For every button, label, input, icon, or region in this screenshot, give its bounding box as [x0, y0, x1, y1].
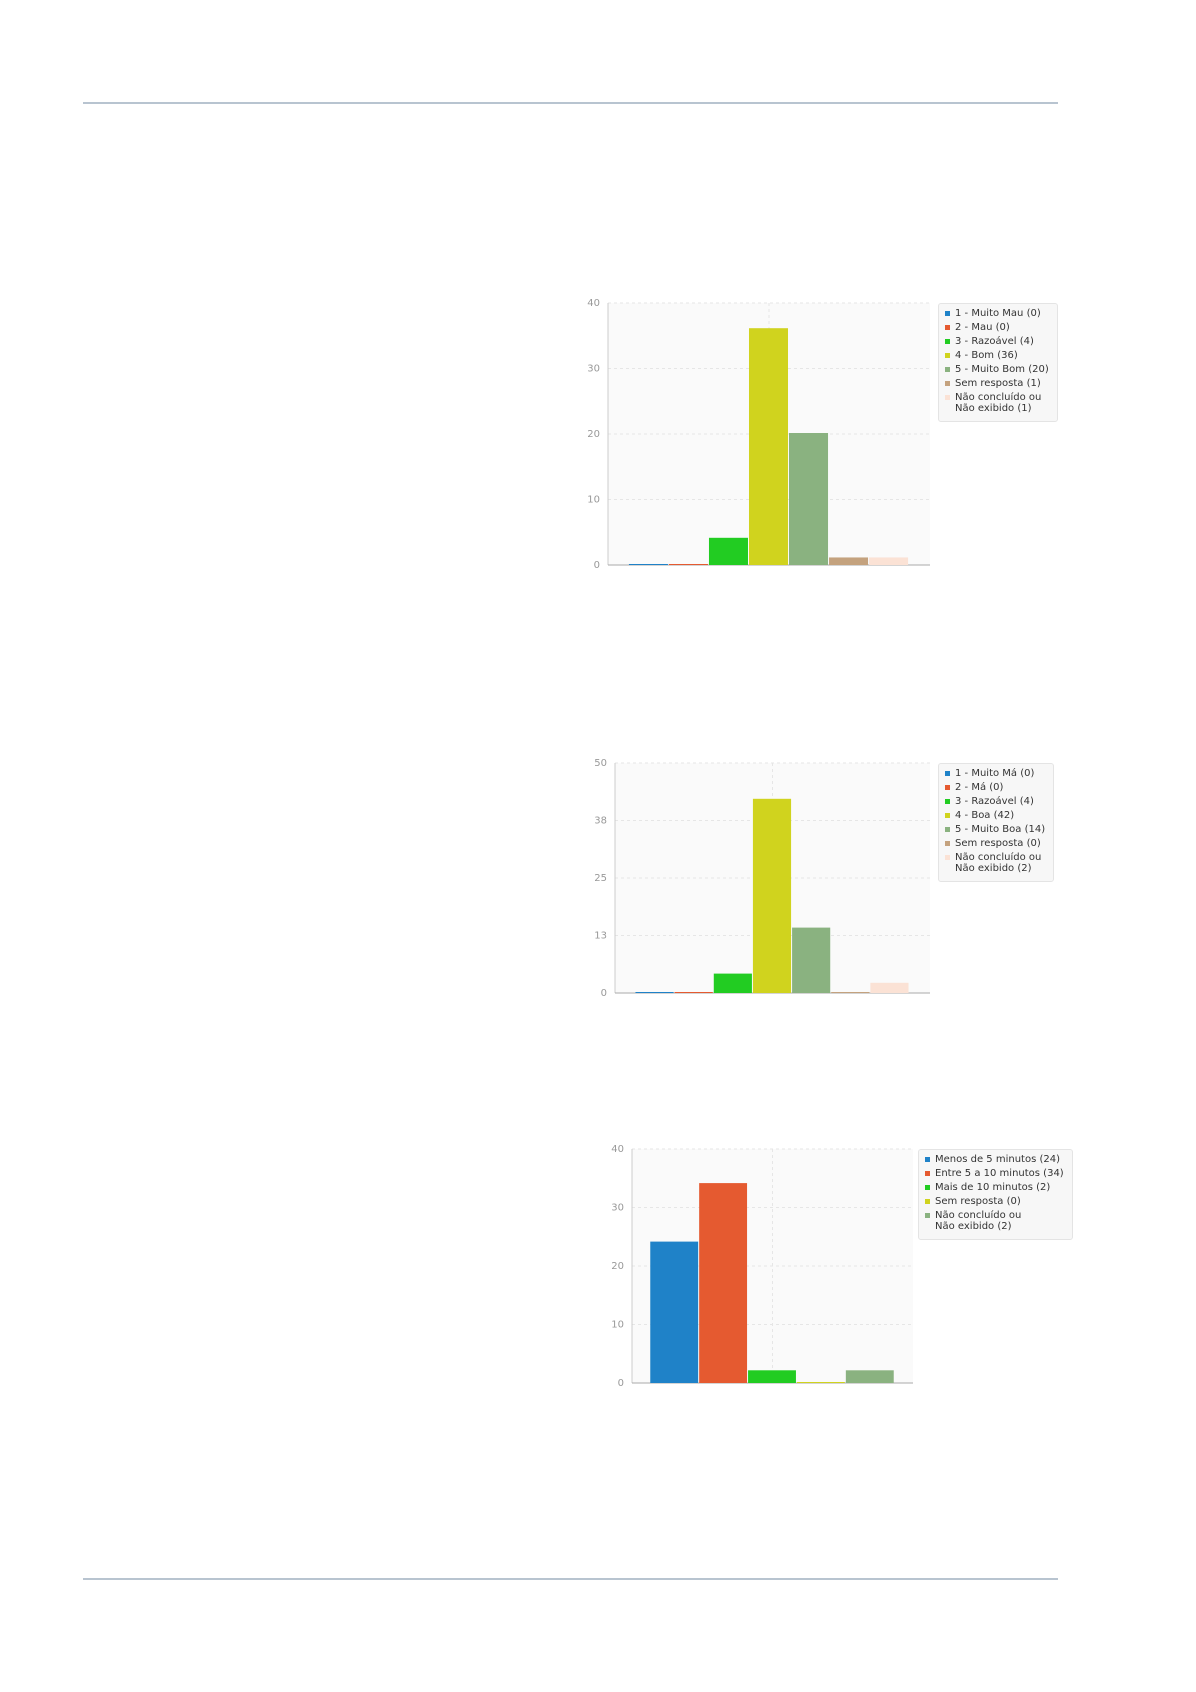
legend-label: Sem resposta (1) [955, 378, 1041, 389]
legend-label: Não concluído ou Não exibido (2) [955, 852, 1042, 874]
legend-label: 2 - Má (0) [955, 782, 1004, 793]
bar [845, 1370, 894, 1383]
y-tick-label: 10 [611, 1320, 624, 1331]
y-tick-label: 0 [618, 1378, 624, 1389]
legend-entry: Sem resposta (0) [945, 838, 1045, 849]
y-tick-label: 10 [587, 495, 600, 506]
legend-label: 4 - Boa (42) [955, 810, 1015, 821]
legend-entry: 4 - Bom (36) [945, 350, 1049, 361]
legend-marker [945, 841, 950, 846]
y-tick-label: 13 [594, 931, 607, 942]
legend-label: Mais de 10 minutos (2) [935, 1182, 1051, 1193]
y-tick-label: 25 [594, 873, 607, 884]
legend-marker [945, 325, 950, 330]
legend-entry: Sem resposta (1) [945, 378, 1049, 389]
legend-entry: 1 - Muito Mau (0) [945, 308, 1049, 319]
legend-marker [945, 827, 950, 832]
legend-label: 5 - Muito Boa (14) [955, 824, 1046, 835]
legend-entry: 3 - Razoável (4) [945, 336, 1049, 347]
legend-marker [925, 1199, 930, 1204]
legend-marker [945, 855, 950, 860]
bar [748, 1370, 796, 1383]
legend-label: 1 - Muito Má (0) [955, 768, 1035, 779]
legend-marker [945, 771, 950, 776]
y-tick-label: 50 [594, 758, 607, 769]
bar [708, 537, 748, 565]
legend-entry: 2 - Má (0) [945, 782, 1045, 793]
legend-marker [945, 395, 950, 400]
bar [713, 973, 752, 993]
legend-marker [925, 1157, 930, 1162]
legend: 1 - Muito Má (0) 2 - Má (0) 3 - Razoável (… [938, 763, 1055, 882]
legend-marker [925, 1213, 930, 1218]
bar [674, 992, 713, 993]
legend-entry: 4 - Boa (42) [945, 810, 1045, 821]
legend-marker [945, 813, 950, 818]
legend-marker [925, 1185, 930, 1190]
y-tick-label: 38 [594, 816, 607, 827]
legend-marker [945, 311, 950, 316]
legend-marker [945, 381, 950, 386]
bar [796, 1382, 845, 1383]
legend-entry: 2 - Mau (0) [945, 322, 1049, 333]
legend-entry: 5 - Muito Bom (20) [945, 364, 1049, 375]
bar [628, 564, 668, 565]
legend-label: Sem resposta (0) [955, 838, 1041, 849]
y-tick-label: 20 [611, 1261, 624, 1272]
legend-entry: 3 - Razoável (4) [945, 796, 1045, 807]
legend-label: 4 - Bom (36) [955, 350, 1018, 361]
legend-marker [925, 1171, 930, 1176]
legend-marker [945, 785, 950, 790]
bar [748, 328, 789, 565]
legend: 1 - Muito Mau (0) 2 - Mau (0) 3 - Razoável… [938, 303, 1058, 422]
legend-marker [945, 367, 950, 372]
legend-label: 2 - Mau (0) [955, 322, 1010, 333]
bar [829, 557, 869, 565]
bar [699, 1183, 748, 1383]
legend-label: 3 - Razoável (4) [955, 336, 1034, 347]
y-tick-label: 30 [611, 1203, 624, 1214]
bar [668, 564, 708, 565]
legend-entry: Mais de 10 minutos (2) [925, 1182, 1064, 1193]
bar [789, 433, 829, 565]
bar [650, 1241, 699, 1383]
bar [635, 992, 674, 993]
legend-label: 1 - Muito Mau (0) [955, 308, 1041, 319]
legend-label: 5 - Muito Bom (20) [955, 364, 1049, 375]
legend-entry: Entre 5 a 10 minutos (34) [925, 1168, 1064, 1179]
legend-label: Não concluído ou Não exibido (1) [955, 392, 1042, 414]
bar [752, 798, 792, 993]
bar [831, 992, 870, 993]
y-tick-label: 40 [611, 1144, 624, 1155]
legend-entry: 1 - Muito Má (0) [945, 768, 1045, 779]
legend-entry: Não concluído ou Não exibido (1) [945, 392, 1049, 414]
bar [870, 982, 909, 993]
legend-label: Entre 5 a 10 minutos (34) [935, 1168, 1064, 1179]
legend-label: Sem resposta (0) [935, 1196, 1021, 1207]
legend-label: Menos de 5 minutos (24) [935, 1154, 1060, 1165]
y-tick-label: 20 [587, 429, 600, 440]
y-tick-label: 0 [594, 560, 600, 571]
legend-marker [945, 353, 950, 358]
legend-entry: Não concluído ou Não exibido (2) [945, 852, 1045, 874]
y-tick-label: 30 [587, 364, 600, 375]
legend-entry: Não concluído ou Não exibido (2) [925, 1210, 1064, 1232]
legend-marker [945, 799, 950, 804]
y-tick-label: 40 [587, 298, 600, 309]
legend-marker [945, 339, 950, 344]
bar [792, 927, 831, 993]
legend: Menos de 5 minutos (24) Entre 5 a 10 minu… [918, 1149, 1073, 1240]
legend-label: 3 - Razoável (4) [955, 796, 1034, 807]
legend-entry: Sem resposta (0) [925, 1196, 1064, 1207]
legend-entry: 5 - Muito Boa (14) [945, 824, 1045, 835]
legend-entry: Menos de 5 minutos (24) [925, 1154, 1064, 1165]
bar [869, 557, 909, 565]
legend-label: Não concluído ou Não exibido (2) [935, 1210, 1022, 1232]
y-tick-label: 0 [601, 988, 607, 999]
